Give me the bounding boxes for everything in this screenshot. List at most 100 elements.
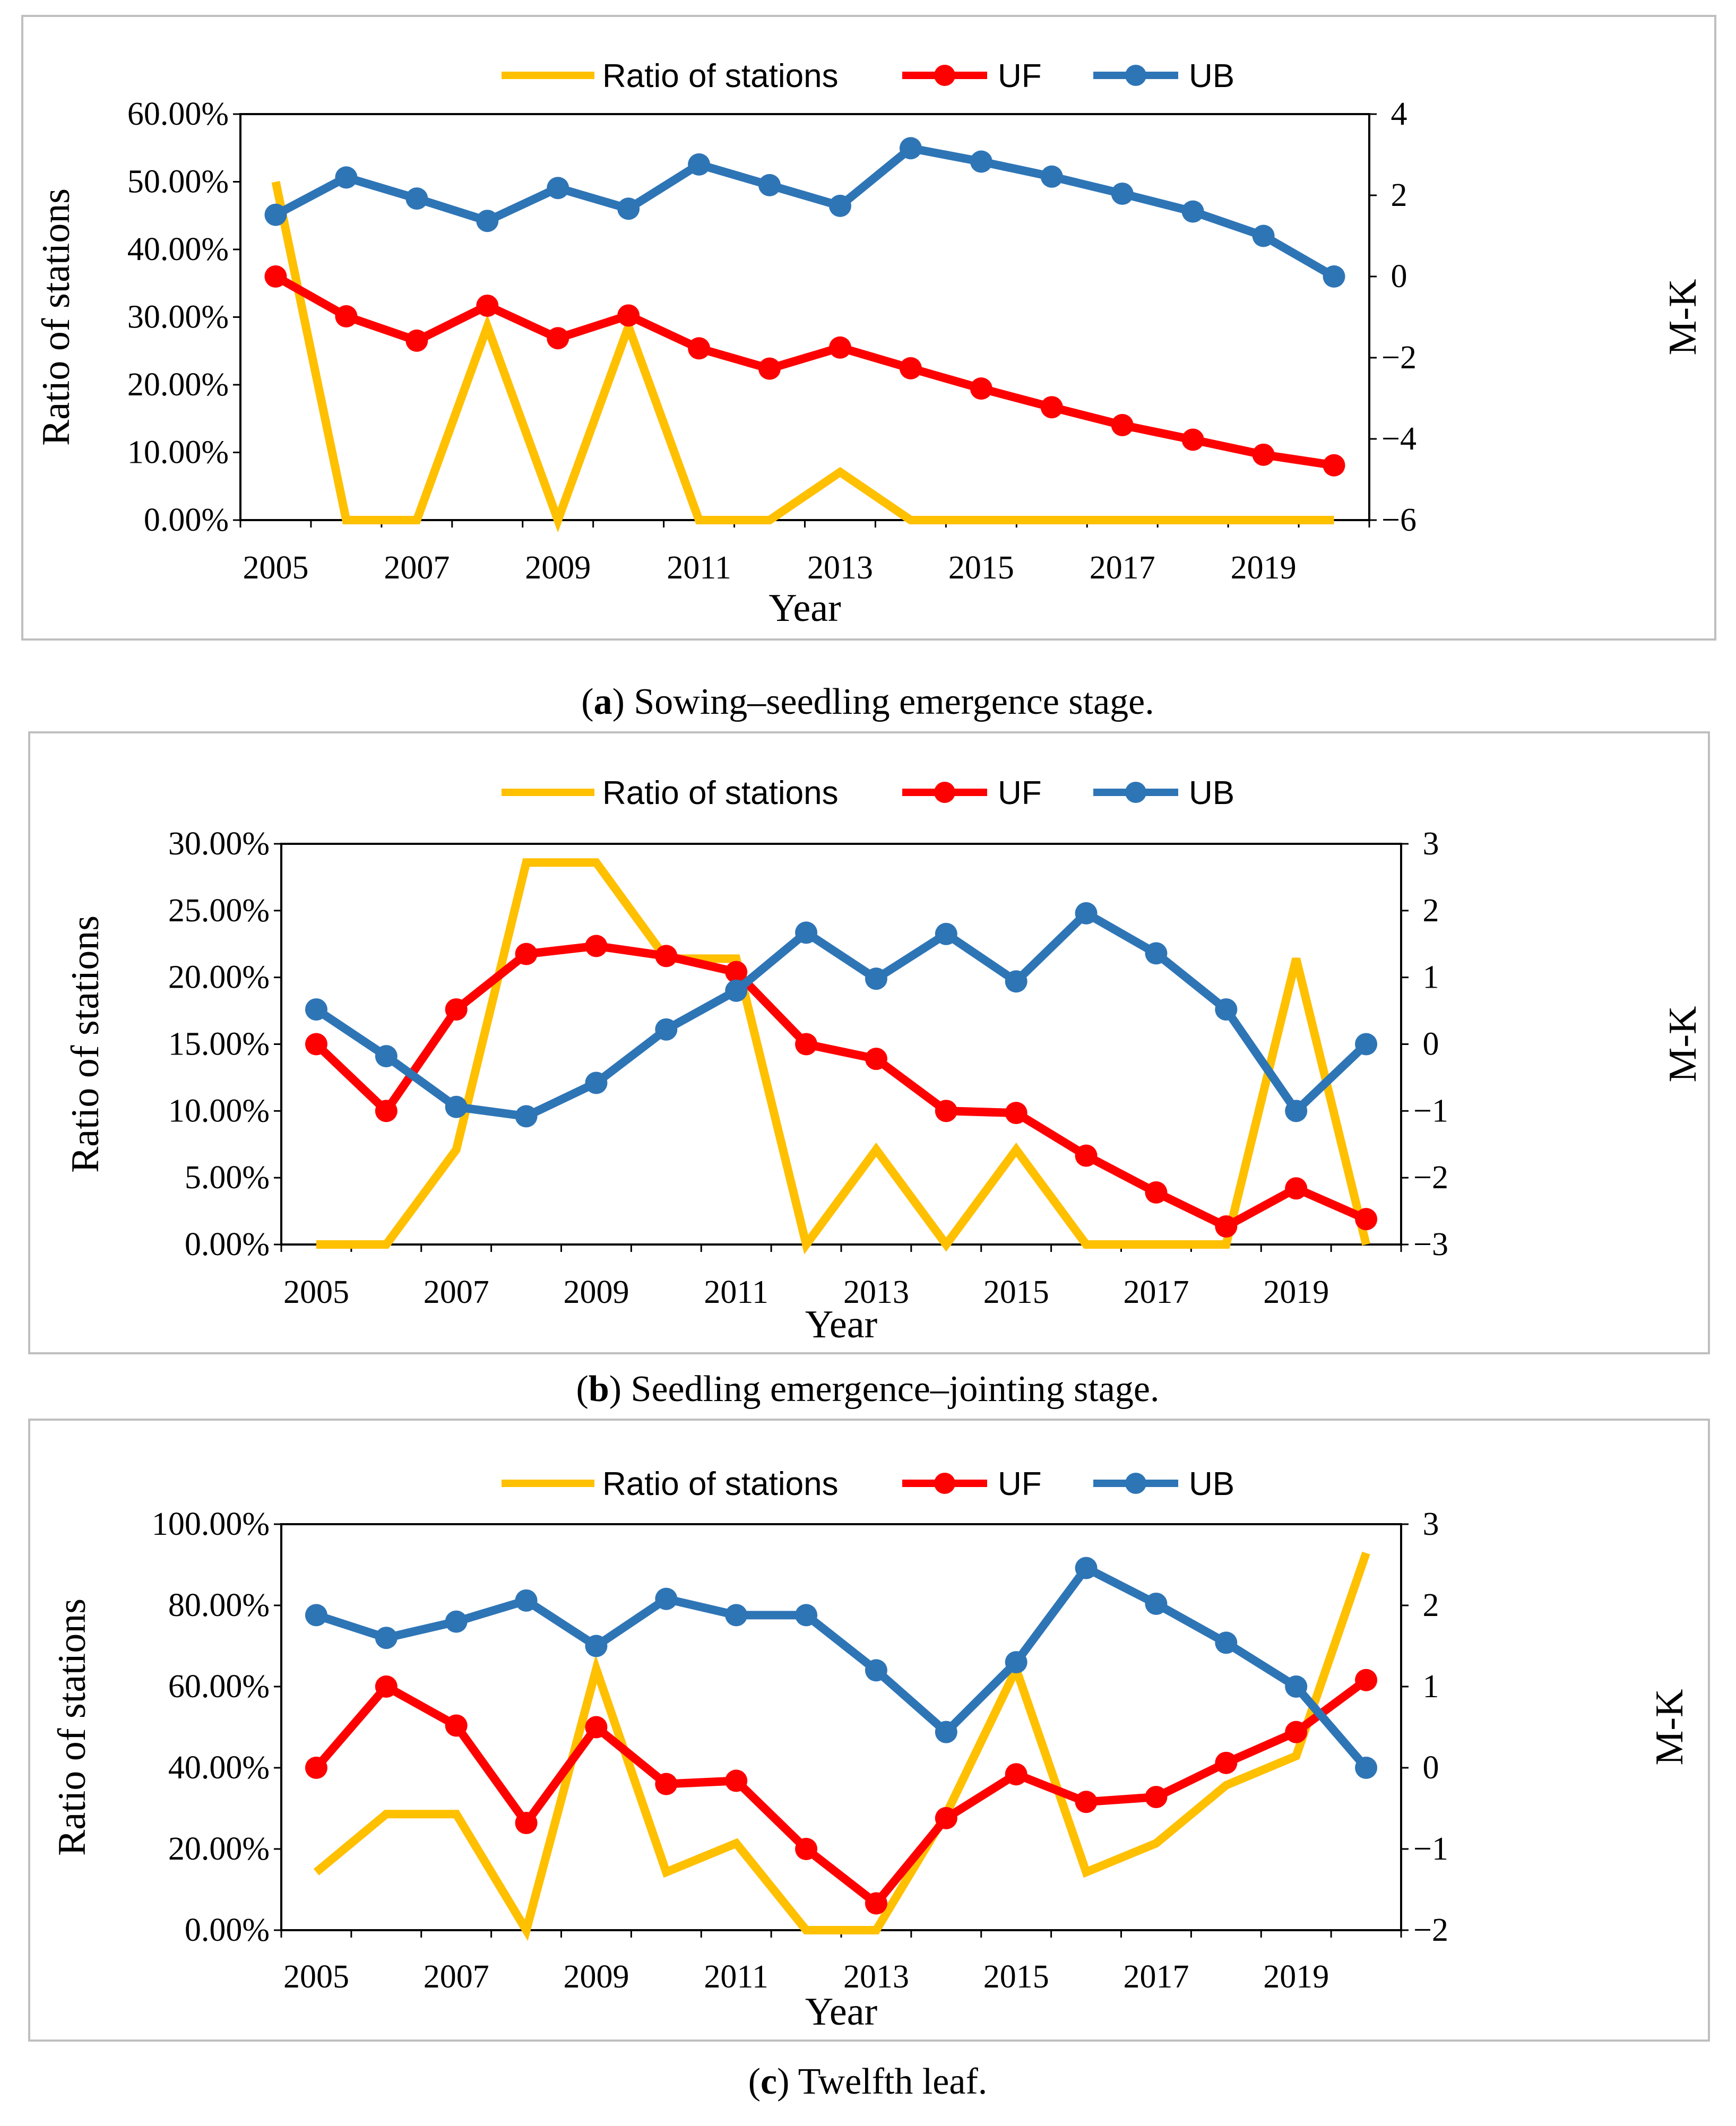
legend-uf-label: UF (998, 1466, 1042, 1502)
data-point-uf (970, 377, 992, 400)
data-point-uf (305, 1757, 327, 1779)
chart-panel-c: Ratio of stations UF UB 0.00% 20.00% 40.00… (28, 1419, 1710, 2042)
data-point-uf (405, 329, 428, 352)
y-tick-label: 25.00% (168, 893, 270, 929)
legend-ub-label: UB (1189, 58, 1234, 94)
data-point-ub (1145, 942, 1168, 965)
y2-tick-label: 2 (1391, 177, 1407, 213)
legend-uf-marker (934, 782, 955, 803)
y2-tick-label: −2 (1413, 1912, 1448, 1948)
x-tick-label: 2009 (563, 1959, 629, 1995)
data-point-uf (725, 961, 748, 983)
legend-ub-label: UB (1189, 1466, 1234, 1502)
data-point-ub (1111, 182, 1134, 205)
y2-tick-label: 1 (1423, 960, 1439, 996)
data-point-ub (445, 1095, 468, 1118)
data-point-uf (445, 998, 468, 1021)
data-point-ub (1005, 970, 1027, 993)
y2-tick-label: 4 (1391, 96, 1407, 132)
plot-area: 0.00% 5.00% 10.00% 15.00% 20.00% 25.00% 30.00%… (168, 826, 1448, 1310)
y-tick-label: 0.00% (144, 502, 229, 538)
data-point-ub (795, 1604, 818, 1627)
data-point-uf (1215, 1751, 1238, 1774)
x-tick-label: 2019 (1231, 550, 1297, 586)
data-point-uf (1075, 1144, 1098, 1167)
y2-tick-label: 0 (1391, 258, 1407, 295)
series-line-uf (313, 941, 1368, 1231)
plot-area: 0.00% 10.00% 20.00% 30.00% 40.00% 50.00% 60.00… (127, 96, 1417, 586)
data-point-ub (375, 1045, 398, 1068)
y-tick-label: 30.00% (168, 826, 270, 862)
data-point-ub (828, 194, 851, 217)
x-tick-label: 2019 (1263, 1959, 1329, 1995)
x-tick-label: 2009 (563, 1274, 629, 1310)
series-line-ratio-of-stations (316, 858, 1370, 1255)
data-point-ub (865, 967, 887, 990)
data-point-uf (515, 1812, 538, 1835)
legend-ratio-label: Ratio of stations (602, 775, 839, 811)
data-point-uf (1285, 1721, 1308, 1743)
data-point-ub (970, 150, 992, 173)
y-tick-label: 0.00% (185, 1912, 270, 1948)
x-tick-label: 2015 (983, 1274, 1049, 1310)
data-point-uf (1355, 1208, 1378, 1231)
y-axis-title: Ratio of stations (64, 915, 107, 1173)
data-point-uf (1005, 1763, 1027, 1786)
data-point-ub (655, 1587, 678, 1610)
data-point-uf (655, 1773, 678, 1795)
data-point-ub (617, 197, 640, 220)
data-point-ub (655, 1018, 678, 1041)
x-tick-label: 2017 (1123, 1959, 1189, 1995)
x-tick-label: 2015 (983, 1959, 1049, 1995)
data-point-ub (1285, 1675, 1308, 1698)
data-point-ub (405, 187, 428, 210)
data-point-uf (795, 1033, 818, 1056)
y-tick-label: 60.00% (168, 1669, 270, 1705)
x-tick-label: 2013 (843, 1274, 909, 1310)
data-point-ub (1181, 200, 1204, 223)
y2-tick-label: −4 (1381, 421, 1417, 457)
x-tick-label: 2011 (667, 550, 731, 586)
y2-tick-label: −6 (1381, 502, 1417, 538)
y2-tick-label: 3 (1423, 826, 1439, 862)
data-point-uf (935, 1100, 957, 1122)
y-tick-label: 0.00% (185, 1226, 270, 1263)
data-point-uf (585, 1716, 608, 1739)
series-line-ub (315, 1562, 1370, 1771)
chart-panel-a: Ratio of stations UF UB 0.00% 10.00% 20.00… (21, 15, 1716, 641)
x-axis-title: Year (805, 1303, 877, 1346)
data-point-ub (1075, 1557, 1098, 1579)
data-point-ub (1215, 1631, 1238, 1654)
series-line-ub (273, 143, 1336, 280)
data-point-uf (688, 337, 711, 360)
data-point-ub (375, 1627, 398, 1649)
data-point-ub (1215, 998, 1238, 1021)
data-point-ub (1323, 265, 1345, 288)
data-point-uf (585, 935, 608, 957)
y-tick-label: 10.00% (168, 1093, 270, 1129)
data-point-uf (795, 1838, 818, 1860)
data-point-uf (828, 336, 851, 359)
x-axis-title: Year (768, 586, 841, 630)
series-line-ub (314, 908, 1369, 1121)
y-tick-label: 40.00% (127, 231, 229, 267)
legend-ub-marker (1125, 65, 1146, 86)
x-tick-label: 2013 (843, 1959, 909, 1995)
data-point-ub (1005, 1651, 1027, 1674)
y2-tick-label: −2 (1381, 340, 1417, 376)
x-tick-label: 2007 (384, 550, 450, 586)
y-tick-label: 20.00% (168, 1831, 270, 1867)
data-point-ub (725, 1604, 748, 1627)
legend-uf-marker (934, 1473, 955, 1494)
data-point-ub (445, 1610, 468, 1633)
data-point-uf (617, 304, 640, 327)
data-point-ub (1355, 1033, 1378, 1056)
y2-tick-label: −1 (1413, 1093, 1448, 1129)
data-point-ub (725, 979, 748, 1002)
y-axis-title: Ratio of stations (34, 188, 78, 446)
y-tick-label: 80.00% (168, 1587, 270, 1623)
y2-tick-label: −1 (1413, 1831, 1448, 1867)
data-point-uf (335, 305, 358, 327)
y-tick-label: 10.00% (127, 435, 229, 471)
data-point-uf (899, 357, 922, 379)
